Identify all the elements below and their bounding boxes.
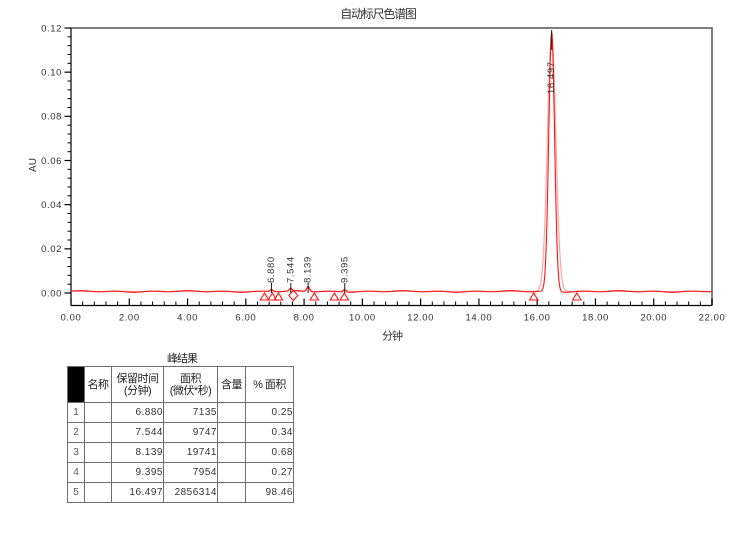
cell-rt: 6.880: [111, 402, 164, 423]
table-header-row: 名称 保留时间 (分钟) 面积 (微伏*秒) 含量% 面积: [67, 366, 294, 403]
column-header-line: (分钟): [123, 384, 152, 397]
column-header-line: 名称: [87, 378, 110, 391]
chromatogram-trace-shadow: [71, 35, 712, 293]
cell-index: 1: [67, 402, 85, 423]
chromatogram-plot: 0.00 0.02 0.04 0.06 0.08 0.10 0.12 0.00 2.00 4.00…: [28, 7, 726, 343]
table-body: 1 6.880 7135 0.25 2 7.544 9747 0.34 3 8.139 19741 0…: [67, 402, 294, 503]
x-tick-label: 22.00: [699, 313, 726, 324]
x-tick-label: 10.00: [349, 313, 376, 324]
cell-rt: 16.497: [111, 482, 164, 503]
y-tick-label: 0.08: [41, 112, 62, 123]
x-tick-label: 16.00: [524, 313, 551, 324]
peak-label: 6.880: [266, 256, 277, 283]
cell-pct: 0.25: [245, 402, 294, 423]
table-row[interactable]: 1 6.880 7135 0.25: [67, 402, 294, 423]
chromatogram-trace: [70, 32, 713, 293]
cell-index: 3: [67, 442, 85, 463]
cell-amount: [217, 462, 246, 483]
column-header-4: 含量: [217, 366, 246, 403]
cell-amount: [217, 482, 246, 503]
y-axis-title: AU: [28, 158, 39, 172]
column-header-line: (微伏*秒): [169, 384, 212, 397]
x-tick-label: 6.00: [235, 313, 256, 324]
table-row[interactable]: 3 8.139 19741 0.68: [67, 442, 294, 463]
cell-rt: 7.544: [111, 422, 164, 443]
peak-label: 9.395: [339, 256, 350, 283]
column-header-5: % 面积: [245, 366, 294, 403]
column-header-2: 保留时间 (分钟): [111, 366, 164, 403]
y-tick-label: 0.06: [41, 156, 62, 167]
cell-area: 9747: [163, 422, 218, 443]
column-header-3: 面积 (微伏*秒): [163, 366, 218, 403]
x-axis-title: 分钟: [382, 329, 403, 343]
cell-name: [84, 402, 112, 423]
integration-marker-triangle: [267, 291, 278, 301]
cell-rt: 8.139: [111, 442, 164, 463]
cell-name: [84, 462, 112, 483]
column-header-1: 名称: [84, 366, 112, 403]
cell-amount: [217, 442, 246, 463]
cell-pct: 0.27: [245, 462, 294, 483]
cell-pct: 0.34: [245, 422, 294, 443]
peak-label: 16.497: [546, 61, 557, 94]
cell-rt: 9.395: [111, 462, 164, 483]
x-tick-label: 20.00: [640, 313, 667, 324]
peak-results-table-container: 峰结果 名称 保留时间 (分钟) 面积 (微伏*秒) 含量% 面积 1 6.880 7135 0…: [67, 352, 297, 503]
integration-marker-triangle: [309, 291, 320, 301]
column-header-line: 含量: [221, 378, 243, 391]
x-tick-label: 18.00: [582, 313, 609, 324]
integration-marker-triangle: [273, 291, 284, 301]
x-tick-label: 14.00: [466, 313, 493, 324]
peak-label: 7.544: [285, 256, 296, 283]
cell-area: 7135: [163, 402, 218, 423]
table-row[interactable]: 4 9.395 7954 0.27: [67, 462, 294, 483]
table-row[interactable]: 5 16.497 2856314 98.46: [67, 482, 294, 503]
x-tick-label: 2.00: [119, 313, 140, 324]
chart-title: 自动标尺色谱图: [340, 7, 416, 21]
x-tick-label: 8.00: [294, 313, 315, 324]
peak-results-title: 峰结果: [167, 353, 198, 365]
y-tick-label: 0.12: [41, 23, 62, 34]
x-tick-label: 12.00: [407, 313, 434, 324]
column-header-line: % 面积: [253, 378, 286, 391]
cell-area: 19741: [163, 442, 218, 463]
cell-area: 2856314: [163, 482, 218, 503]
cell-amount: [217, 402, 246, 423]
integration-marker-diamond: [288, 289, 299, 302]
column-header-line: 保留时间: [116, 372, 160, 385]
cell-index: 4: [67, 462, 85, 483]
y-tick-label: 0.00: [41, 288, 62, 299]
cell-name: [84, 422, 112, 443]
cell-area: 7954: [163, 462, 218, 483]
integration-marker-triangle: [259, 291, 270, 301]
cell-index: 5: [67, 482, 85, 503]
y-tick-label: 0.02: [41, 244, 62, 255]
y-tick-label: 0.04: [41, 200, 62, 211]
integration-marker-triangle: [339, 291, 350, 301]
peak-label: 8.139: [303, 256, 314, 283]
peak-results-table: 名称 保留时间 (分钟) 面积 (微伏*秒) 含量% 面积 1 6.880 7135 0.25 2…: [67, 366, 294, 503]
integration-marker-triangle: [571, 291, 582, 301]
column-header-index: [67, 366, 85, 403]
integration-marker-triangle: [329, 291, 340, 301]
x-tick-label: 4.00: [177, 313, 198, 324]
column-header-line: 面积: [180, 372, 202, 385]
x-tick-label: 0.00: [61, 313, 82, 324]
cell-name: [84, 442, 112, 463]
cell-name: [84, 482, 112, 503]
cell-amount: [217, 422, 246, 443]
cell-index: 2: [67, 422, 85, 443]
integration-marker-triangle: [528, 291, 539, 301]
table-header: 名称 保留时间 (分钟) 面积 (微伏*秒) 含量% 面积: [67, 366, 294, 403]
cell-pct: 98.46: [245, 482, 294, 503]
table-row[interactable]: 2 7.544 9747 0.34: [67, 422, 294, 443]
y-tick-label: 0.10: [41, 68, 62, 79]
cell-pct: 0.68: [245, 442, 294, 463]
